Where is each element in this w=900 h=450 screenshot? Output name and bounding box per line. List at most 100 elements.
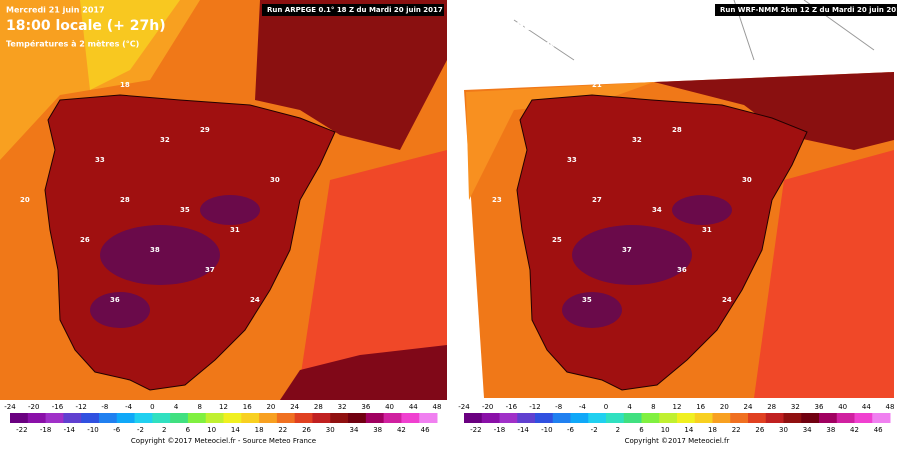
colorbar-swatch <box>854 413 873 423</box>
colorbar-label: 12 <box>219 403 228 411</box>
colorbar-swatch <box>294 413 313 423</box>
colorbar-label: 32 <box>791 403 800 411</box>
header-variable: Températures à 2 mètres (°C) <box>460 39 593 49</box>
colorbar-label: 20 <box>266 403 275 411</box>
colorbar-swatch <box>276 413 296 423</box>
map-value: 30 <box>270 176 280 184</box>
map-value: 35 <box>582 296 592 304</box>
colorbar-label: 48 <box>886 403 895 411</box>
colorbar-label: -2 <box>137 426 144 434</box>
colorbar-swatch <box>27 413 47 423</box>
colorbar-swatch <box>730 413 749 423</box>
colorbar-swatch <box>606 413 625 423</box>
header-time: 17:00 locale (+ 27h) <box>460 18 620 34</box>
map-value: 38 <box>150 246 160 254</box>
header-date: Mercredi 21 juin 2017 <box>460 6 559 15</box>
colorbar-swatch <box>677 413 696 423</box>
colorbar-label: 28 <box>314 403 323 411</box>
france <box>654 72 894 150</box>
colorbar-swatch <box>81 413 100 423</box>
colorbar-label: 10 <box>661 426 670 434</box>
hot-zone <box>90 292 150 328</box>
run-info: Run WRF-NMM 2km 12 Z du Mardi 20 juin 20… <box>720 6 900 14</box>
colorbar-label: 6 <box>639 426 644 434</box>
colorbar-label: 40 <box>838 403 847 411</box>
colorbar-label: 26 <box>302 426 311 434</box>
colorbar-label: 36 <box>361 403 370 411</box>
colorbar-label: -4 <box>579 403 587 411</box>
colorbar-label: 22 <box>732 426 741 434</box>
map-value: 34 <box>652 206 662 214</box>
mediterranean <box>754 150 894 398</box>
colorbar-label: -6 <box>567 426 575 434</box>
colorbar-swatch <box>223 413 242 423</box>
map-value: 26 <box>80 236 90 244</box>
mediterranean <box>300 150 447 380</box>
colorbar-swatch <box>499 413 518 423</box>
colorbar-swatch <box>312 413 331 423</box>
colorbar-label: -6 <box>113 426 121 434</box>
run-info: Run ARPEGE 0.1° 18 Z du Mardi 20 juin 20… <box>267 6 443 14</box>
colorbar-swatch <box>419 413 438 423</box>
colorbar-label: -16 <box>506 403 518 411</box>
colorbar-swatch <box>152 413 171 423</box>
map-value: 29 <box>200 126 210 134</box>
colorbar-label: -8 <box>555 403 562 411</box>
colorbar-label: 2 <box>616 426 620 434</box>
colorbar-label: 30 <box>326 426 335 434</box>
africa <box>280 345 447 400</box>
colorbar-label: -18 <box>40 426 51 434</box>
colorbar-label: -24 <box>4 403 16 411</box>
colorbar-swatch <box>187 413 207 423</box>
colorbar-swatch <box>623 413 642 423</box>
colorbar-label: -24 <box>458 403 470 411</box>
colorbar-label: -20 <box>482 403 493 411</box>
map-value: 32 <box>632 136 642 144</box>
colorbar-label: 26 <box>755 426 764 434</box>
map-value: 36 <box>110 296 120 304</box>
colorbar-swatch <box>98 413 118 423</box>
hot-zone <box>200 195 260 225</box>
colorbar-label: 8 <box>651 403 655 411</box>
colorbar-swatch <box>801 413 820 423</box>
atlantic-cool <box>80 0 180 90</box>
colorbar-label: 38 <box>373 426 382 434</box>
colorbar-bg <box>454 400 900 450</box>
colorbar-label: 12 <box>673 403 682 411</box>
colorbar-swatch <box>570 413 589 423</box>
colorbar-label: 0 <box>604 403 608 411</box>
colorbar-swatch <box>588 413 607 423</box>
map-value: 37 <box>205 266 215 274</box>
run-box <box>262 4 444 16</box>
map-value: 18 <box>120 81 130 89</box>
colorbar-label: -14 <box>64 426 76 434</box>
colorbar-label: 20 <box>720 403 729 411</box>
colorbar-swatch <box>134 413 153 423</box>
colorbar-label: 16 <box>696 403 705 411</box>
map-value: 33 <box>95 156 105 164</box>
colorbar-label: 38 <box>826 426 835 434</box>
colorbar-swatch <box>712 413 731 423</box>
colorbar-label: -22 <box>470 426 481 434</box>
colorbar-swatch <box>365 413 385 423</box>
map-value: 33 <box>567 156 577 164</box>
map-value: 37 <box>622 246 632 254</box>
colorbar-label: 0 <box>150 403 154 411</box>
colorbar-label: -10 <box>87 426 98 434</box>
colorbar-label: 4 <box>627 403 632 411</box>
colorbar-swatch <box>45 413 64 423</box>
credit: Copyright ©2017 Meteociel.fr <box>625 437 730 445</box>
run-box <box>715 4 897 16</box>
colorbar-label: 48 <box>433 403 442 411</box>
colorbar-label: 18 <box>708 426 717 434</box>
hot-zone <box>562 292 622 328</box>
colorbar-label: 28 <box>767 403 776 411</box>
colorbar-label: 14 <box>684 426 693 434</box>
colorbar-label: -22 <box>16 426 27 434</box>
map-value: 31 <box>702 226 712 234</box>
colorbar-swatch <box>170 413 189 423</box>
colorbar-label: 2 <box>162 426 166 434</box>
colorbar-label: 46 <box>874 426 883 434</box>
colorbar-label: 24 <box>290 403 299 411</box>
